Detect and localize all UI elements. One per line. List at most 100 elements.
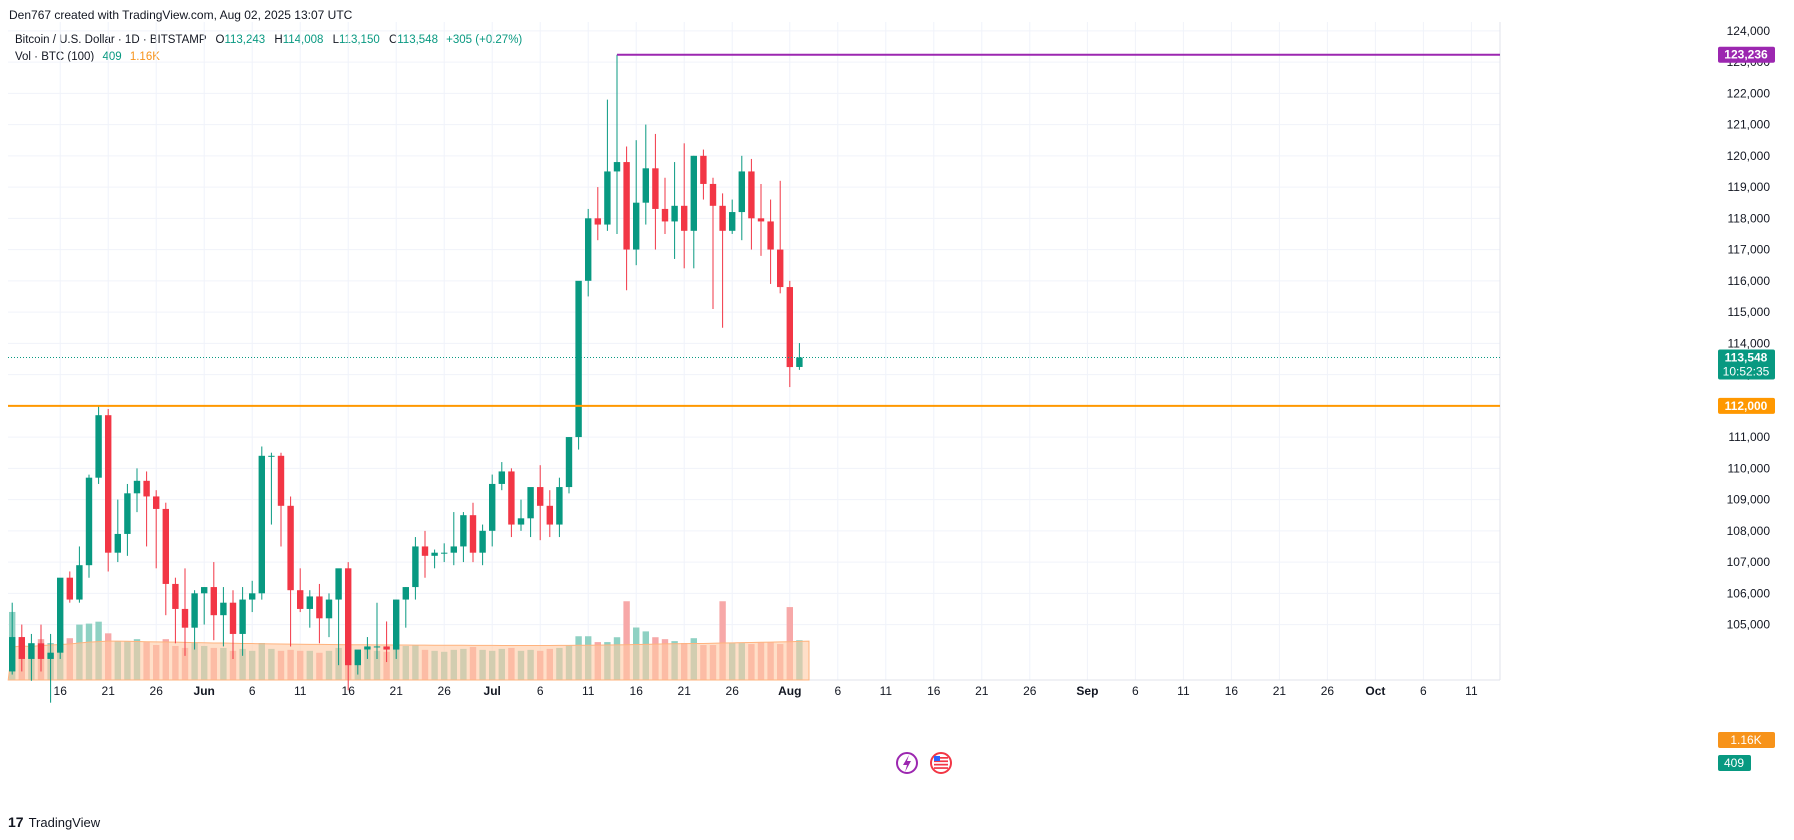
candle-body <box>325 599 333 619</box>
candle-body <box>277 455 285 506</box>
price-tick-label: 119,000 <box>1728 180 1771 194</box>
candle-body <box>441 552 448 554</box>
candle-body <box>95 415 102 478</box>
candle-body <box>105 415 112 553</box>
volume-ma-area <box>7 640 810 681</box>
candle-body <box>393 599 400 650</box>
candle-body <box>517 518 525 525</box>
symbol-title[interactable]: Bitcoin / U.S. Dollar · 1D · BITSTAMP <box>15 34 207 46</box>
change-value: +305 (+0.27%) <box>446 34 523 46</box>
candle-body <box>527 487 534 519</box>
candle-body <box>690 155 697 231</box>
support-tag-text: 112,000 <box>1725 399 1768 413</box>
volume-legend-row: Vol · BTC (100) 409 1.16K <box>15 49 522 66</box>
candle-body <box>9 637 16 672</box>
time-tick-label: 16 <box>927 684 941 698</box>
candle-body <box>537 487 544 506</box>
price-legend-row: Bitcoin / U.S. Dollar · 1D · BITSTAMP O1… <box>15 32 522 49</box>
time-tick-label: 6 <box>1132 684 1139 698</box>
time-tick-label: 6 <box>834 684 841 698</box>
price-axis[interactable]: 105,000 106,000 107,000 108,000 109,000 110,0… <box>1727 24 1771 632</box>
time-tick-label: 21 <box>102 684 116 698</box>
time-axis[interactable]: 16 21 26 Jun 6 11 16 21 26 Jul 6 11 16 21 26 Aug 6 11 16 21… <box>54 684 1478 698</box>
time-tick-label: 11 <box>1177 684 1190 698</box>
candle-body <box>489 483 496 531</box>
candlesticks <box>9 54 803 703</box>
price-tick-label: 122,000 <box>1727 86 1771 100</box>
candle-body <box>700 155 707 184</box>
candle-body <box>671 205 678 222</box>
low-value: 113,150 <box>339 34 380 46</box>
candle-body <box>66 577 73 600</box>
candle-body <box>594 218 601 225</box>
event-icons[interactable] <box>896 752 952 774</box>
candle-body <box>748 171 755 219</box>
price-tick-label: 107,000 <box>1727 555 1771 569</box>
price-tick-label: 109,000 <box>1727 493 1771 507</box>
tradingview-logo-icon: 17 <box>8 814 24 830</box>
time-tick-label: 21 <box>1273 684 1287 698</box>
candle-body <box>661 208 669 222</box>
volume-ma-path <box>7 640 810 681</box>
last-price-tag-text: 10:52:35 <box>1723 364 1770 378</box>
volume-ma-tag-text: 1.16K <box>1730 733 1761 747</box>
time-tick-label: Aug <box>778 684 801 698</box>
candle-body <box>652 168 659 209</box>
volume-ma-tag-bg <box>1718 732 1775 748</box>
time-tick-label: 16 <box>342 684 356 698</box>
candle-body <box>287 505 294 591</box>
open-value: 113,243 <box>224 34 266 46</box>
candle-body <box>556 487 563 525</box>
candle-body <box>124 493 131 534</box>
candle-body <box>642 168 649 203</box>
high-label: H <box>274 34 283 46</box>
time-tick-label: Jul <box>484 684 501 698</box>
time-tick-label: 11 <box>582 684 595 698</box>
price-tick-label: 108,000 <box>1727 524 1771 538</box>
low-label: L <box>332 34 340 46</box>
candle-body <box>249 593 256 600</box>
horizontal-lines[interactable] <box>8 53 1500 407</box>
candle-body <box>421 546 429 556</box>
candle-body <box>18 637 25 659</box>
resistance-tag-text: 123,236 <box>1724 48 1768 62</box>
tradingview-brand: TradingView <box>28 814 101 830</box>
chart-credit: Den767 created with TradingView.com, Aug… <box>9 8 353 22</box>
candle-body <box>85 477 93 566</box>
price-tick-label: 121,000 <box>1727 118 1771 132</box>
candle-body <box>354 649 361 666</box>
close-label: C <box>388 34 398 46</box>
candle-body <box>431 552 438 556</box>
candle-body <box>316 596 323 619</box>
resistance-tag-bg <box>1718 46 1775 63</box>
time-tick-label: 26 <box>438 684 452 698</box>
price-tick-label: 120,000 <box>1727 149 1771 163</box>
candle-body <box>777 249 784 288</box>
candle-body <box>508 471 515 525</box>
time-tick-label: Jun <box>194 684 215 698</box>
price-tick-label: 114,000 <box>1728 336 1771 350</box>
time-tick-label: 6 <box>1420 684 1427 698</box>
candle-body <box>719 205 726 231</box>
close-value: 113,548 <box>397 34 438 46</box>
price-tick-label: 105,000 <box>1727 618 1771 632</box>
volume-bar <box>719 601 726 680</box>
price-tick-label: 115,000 <box>1728 305 1771 319</box>
candle-body <box>633 202 640 250</box>
time-tick-label: 21 <box>975 684 989 698</box>
candle-body <box>565 437 573 488</box>
candle-body <box>162 508 169 584</box>
candle-body <box>297 590 304 609</box>
time-tick-label: 26 <box>1023 684 1037 698</box>
candle-body <box>172 583 179 609</box>
candle-body <box>757 218 765 222</box>
candle-body <box>623 162 630 250</box>
volume-indicator-title[interactable]: Vol · BTC (100) <box>15 51 95 63</box>
flag-stripe <box>934 767 948 769</box>
candle-body <box>335 568 342 600</box>
candle-body <box>306 596 313 609</box>
candle-body <box>738 171 745 213</box>
candle-body <box>383 646 390 650</box>
